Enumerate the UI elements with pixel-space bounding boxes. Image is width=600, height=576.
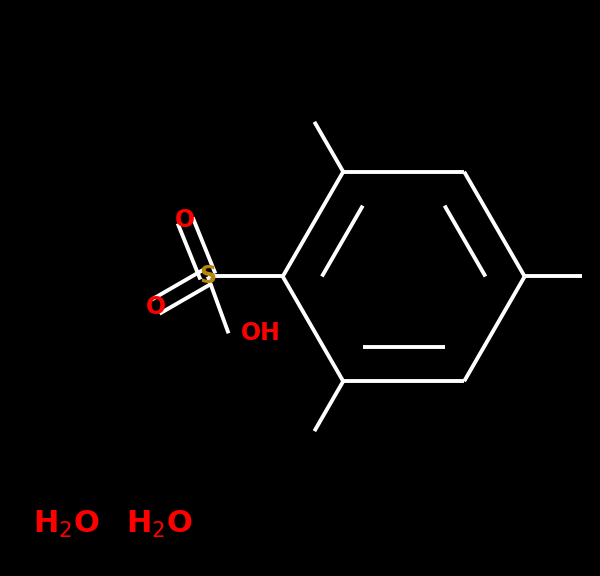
- Text: H$_2$O: H$_2$O: [34, 509, 100, 540]
- Text: O: O: [175, 209, 195, 232]
- Text: O: O: [145, 295, 166, 319]
- Text: S: S: [199, 264, 217, 289]
- Text: OH: OH: [241, 321, 281, 346]
- Text: H$_2$O: H$_2$O: [125, 509, 192, 540]
